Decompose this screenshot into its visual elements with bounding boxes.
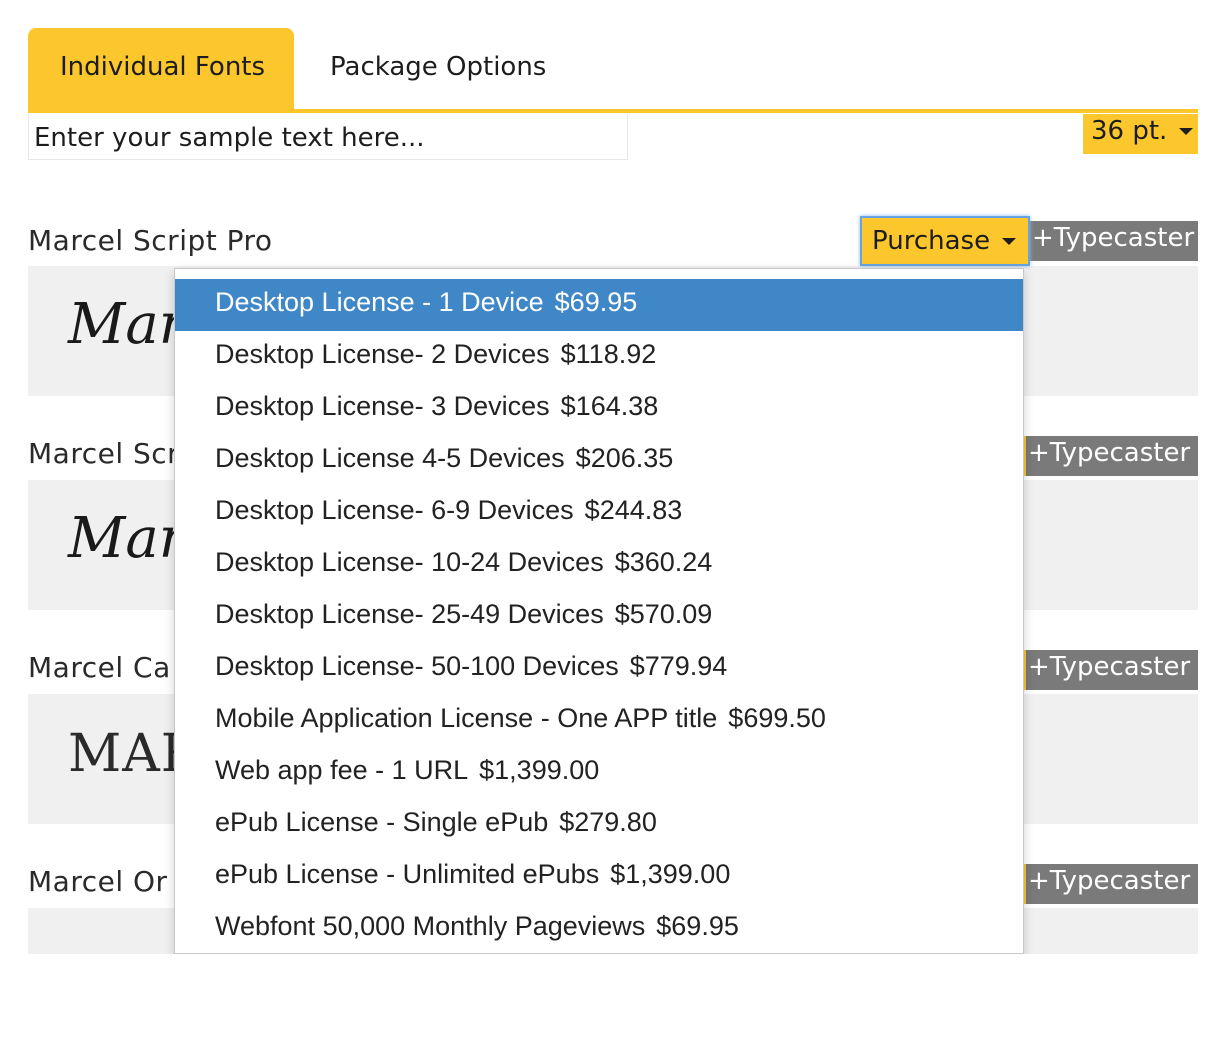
tab-package-options[interactable]: Package Options	[330, 52, 547, 82]
typecaster-button[interactable]: +Typecaster	[1022, 650, 1198, 690]
size-select-value: 36 pt.	[1091, 116, 1168, 146]
sample-text-input[interactable]	[28, 114, 628, 160]
license-option-price: $360.24	[614, 547, 713, 577]
license-option-label: Mobile Application License - One APP tit…	[215, 703, 718, 733]
license-option[interactable]: Desktop License- 3 Devices $164.38	[175, 383, 1023, 435]
license-option[interactable]: Desktop License- 6-9 Devices $244.83	[175, 487, 1023, 539]
license-option[interactable]: Desktop License- 2 Devices $118.92	[175, 331, 1023, 383]
chevron-down-icon	[1179, 128, 1194, 135]
license-option-price: $164.38	[560, 391, 659, 421]
license-option-label: Webfont 50,000 Monthly Pageviews	[215, 911, 646, 941]
license-option[interactable]: Desktop License- 50-100 Devices $779.94	[175, 643, 1023, 695]
size-select[interactable]: 36 pt.	[1083, 114, 1198, 154]
license-option-label: Desktop License- 3 Devices	[215, 391, 550, 421]
page-bottom	[0, 954, 1232, 1044]
license-option-label: ePub License - Unlimited ePubs	[215, 859, 600, 889]
license-option-label: Desktop License- 10-24 Devices	[215, 547, 604, 577]
license-option-label: Desktop License- 6-9 Devices	[215, 495, 574, 525]
typecaster-button[interactable]: +Typecaster	[1028, 221, 1198, 261]
license-option-price: $279.80	[559, 807, 657, 837]
license-option-label: Desktop License- 50-100 Devices	[215, 651, 619, 681]
license-option-price: $244.83	[584, 495, 683, 525]
license-option[interactable]: Mobile Application License - One APP tit…	[175, 695, 1023, 747]
license-option-price: $69.95	[656, 911, 739, 941]
license-option-label: Desktop License- 25-49 Devices	[215, 599, 604, 629]
chevron-down-icon	[1002, 238, 1017, 245]
license-option[interactable]: Desktop License- 25-49 Devices $570.09	[175, 591, 1023, 643]
license-option-price: $1,399.00	[610, 859, 731, 889]
license-option-price: $206.35	[575, 443, 674, 473]
license-option-price: $699.50	[728, 703, 826, 733]
typecaster-button[interactable]: +Typecaster	[1022, 436, 1198, 476]
license-option-label: Desktop License- 2 Devices	[215, 339, 550, 369]
license-option-label: ePub License - Single ePub	[215, 807, 549, 837]
license-option-label: Desktop License - 1 Device	[215, 287, 544, 317]
license-dropdown[interactable]: Desktop License - 1 Device $69.95 Desktop …	[174, 268, 1024, 954]
license-option-price: $118.92	[560, 339, 657, 369]
license-option[interactable]: Web app fee - 1 URL $1,399.00	[175, 747, 1023, 799]
license-option[interactable]: ePub License - Single ePub $279.80	[175, 799, 1023, 851]
license-option-price: $69.95	[554, 287, 638, 317]
license-option[interactable]: Webfont 50,000 Monthly Pageviews $69.95	[175, 903, 1023, 953]
license-option-label: Web app fee - 1 URL	[215, 755, 469, 785]
font-name[interactable]: Marcel Or	[28, 865, 168, 898]
typecaster-button[interactable]: +Typecaster	[1022, 864, 1198, 904]
license-option[interactable]: Desktop License- 10-24 Devices $360.24	[175, 539, 1023, 591]
license-option-price: $779.94	[629, 651, 728, 681]
font-name[interactable]: Marcel Ca	[28, 651, 171, 684]
license-option-label: Desktop License 4-5 Devices	[215, 443, 565, 473]
license-option[interactable]: Desktop License 4-5 Devices $206.35	[175, 435, 1023, 487]
license-option-price: $1,399.00	[479, 755, 600, 785]
tab-underline	[28, 109, 1198, 113]
license-option[interactable]: ePub License - Unlimited ePubs $1,399.00	[175, 851, 1023, 903]
font-name[interactable]: Marcel Script Pro	[28, 224, 273, 257]
tab-bar: Individual Fonts Package Options	[28, 28, 1198, 113]
purchase-select[interactable]: Purchase	[860, 216, 1030, 266]
license-option-price: $570.09	[614, 599, 713, 629]
font-name[interactable]: Marcel Scr	[28, 437, 180, 470]
purchase-label: Purchase	[872, 226, 991, 256]
license-option[interactable]: Desktop License - 1 Device $69.95	[175, 279, 1023, 331]
tab-individual-fonts[interactable]: Individual Fonts	[28, 28, 294, 112]
